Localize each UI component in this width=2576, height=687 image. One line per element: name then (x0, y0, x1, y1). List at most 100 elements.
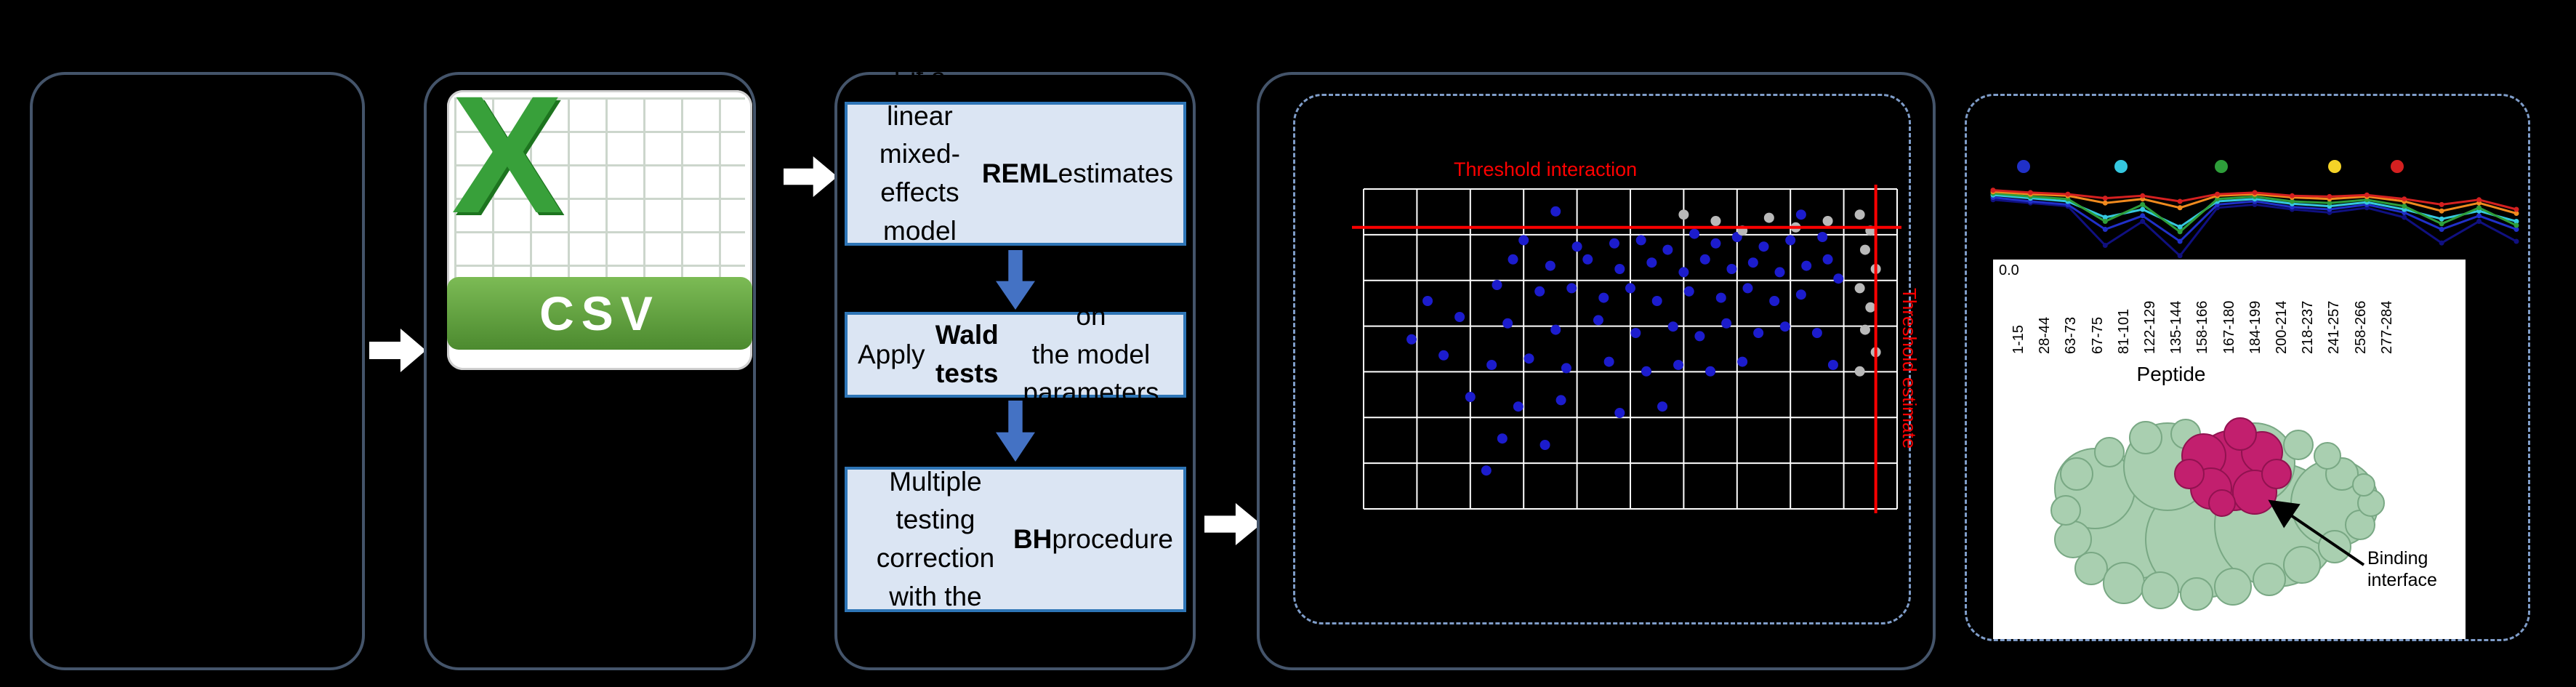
profile-marker (2439, 240, 2444, 246)
peptide-tick-label: 241-257 (2326, 300, 2343, 354)
profile-marker (2439, 221, 2444, 227)
step-multiple-testing: Multiple testing correction with the BH … (845, 467, 1186, 612)
scatter-point-significant (1694, 331, 1705, 342)
peptide-tick-label: 135-144 (2168, 300, 2185, 354)
profile-marker (2513, 222, 2519, 228)
scatter-point-nonsignificant (1859, 244, 1870, 255)
scatter-point-significant (1550, 324, 1561, 335)
csv-file-icon: CSV X (447, 90, 752, 370)
scatter-point-significant (1518, 235, 1529, 246)
scatter-point-nonsignificant (1710, 216, 1721, 226)
peptide-tick-label: 1-15 (2011, 324, 2026, 354)
flow-arrow-2 (784, 156, 837, 197)
peptide-tick-label: 67-75 (2089, 316, 2106, 354)
scatter-point-significant (1833, 273, 1844, 284)
legend-dot (2114, 160, 2128, 173)
peptide-panel: 0.0 1-15 28-44 63-73 67-75 81-101 122-129 135-… (1993, 260, 2466, 639)
scatter-point-significant (1534, 286, 1545, 297)
scatter-point-significant (1550, 206, 1561, 217)
scatter-point-nonsignificant (1859, 324, 1870, 335)
profile-marker (2476, 213, 2482, 219)
profile-marker (2177, 198, 2183, 204)
profile-marker (2140, 193, 2146, 198)
profile-marker (2140, 201, 2146, 207)
scatter-point-significant (1641, 366, 1652, 377)
peptide-tick-label: 63-73 (2063, 316, 2080, 354)
scatter-point-significant (1625, 283, 1635, 294)
profile-marker (2476, 205, 2482, 211)
scatter-point-significant (1571, 241, 1582, 252)
profile-marker (2102, 214, 2108, 220)
binding-interface-arrow (2268, 499, 2365, 566)
scatter-point-significant (1667, 321, 1678, 332)
step-text-segment: Fit a linear mixed- effects model with (879, 63, 960, 284)
legend-dot (2017, 160, 2030, 173)
profile-marker (2140, 213, 2146, 219)
profile-marker (2027, 190, 2033, 196)
peptide-tick-label: 81-101 (2115, 308, 2132, 354)
step-text-segment: REML (981, 158, 1058, 188)
scatter-point-significant (1603, 356, 1614, 367)
scatter-point-significant (1715, 292, 1726, 303)
scatter-point-significant (1726, 264, 1737, 274)
scatter-point-significant (1769, 296, 1780, 306)
scatter-plot (1352, 185, 1901, 513)
results-profile-dashed-frame (1965, 94, 2530, 641)
peptide-tick-label: 218-237 (2300, 300, 2317, 354)
scatter-point-significant (1614, 264, 1625, 274)
scatter-point-significant (1827, 360, 1838, 370)
profile-marker (2252, 190, 2258, 196)
profile-marker (2102, 243, 2108, 248)
profile-marker (1990, 188, 1996, 193)
scatter-point-significant (1465, 392, 1476, 402)
scatter-point-significant (1614, 408, 1625, 418)
scatter-point-nonsignificant (1854, 283, 1865, 294)
profile-marker (2177, 238, 2183, 244)
scatter-point-significant (1598, 292, 1609, 303)
csv-banner: CSV (447, 277, 752, 350)
legend-dot (2215, 160, 2228, 173)
scatter-point-significant (1705, 366, 1716, 377)
profile-marker (2177, 205, 2183, 211)
peptide-tick-label: 28-44 (2037, 316, 2053, 354)
scatter-point-significant (1795, 289, 1806, 300)
scatter-point-significant (1710, 238, 1721, 249)
peptide-tick-label: 167-180 (2221, 300, 2237, 354)
scatter-point-significant (1539, 440, 1550, 450)
scatter-point-significant (1513, 401, 1524, 412)
step-text-segment: Wald tests (935, 320, 999, 388)
flow-arrow-1 (369, 329, 426, 372)
step-text-segment: Apply (858, 339, 925, 369)
scatter-point-significant (1651, 296, 1662, 306)
peptide-tick-label: 184-199 (2247, 300, 2263, 354)
profile-marker (2402, 204, 2407, 209)
threshold-interaction-label: Threshold interaction (1454, 158, 1638, 180)
profile-marker (2439, 216, 2444, 222)
scatter-point-significant (1508, 254, 1518, 265)
scatter-point-significant (1486, 360, 1497, 370)
threshold-estimate-label: Threshold estimate (1899, 288, 1920, 449)
profile-marker (2289, 193, 2295, 198)
step-fit-model: Fit a linear mixed- effects model with R… (845, 63, 1186, 284)
profile-marker (2513, 219, 2519, 224)
profile-marker (2402, 214, 2407, 220)
legend-dot (2328, 160, 2341, 173)
scatter-point-nonsignificant (1822, 216, 1833, 226)
profile-marker (2140, 219, 2146, 224)
profile-marker (2513, 227, 2519, 232)
binding-interface-label: Binding interface (2367, 548, 2437, 590)
profile-marker (2513, 211, 2519, 216)
scatter-point-significant (1555, 395, 1566, 406)
profile-marker (2439, 208, 2444, 214)
scatter-point-significant (1689, 228, 1700, 239)
profile-marker (2513, 238, 2519, 244)
scatter-point-significant (1646, 257, 1657, 268)
scatter-point-nonsignificant (1763, 212, 1774, 223)
peptide-tick-label: 258-266 (2352, 300, 2369, 354)
profile-marker (2439, 201, 2444, 207)
scatter-point-significant (1593, 315, 1603, 326)
scatter-point-significant (1422, 296, 1433, 306)
scatter-point-significant (1630, 328, 1641, 338)
profile-marker (2476, 197, 2482, 203)
protein-structure (2050, 417, 2385, 611)
